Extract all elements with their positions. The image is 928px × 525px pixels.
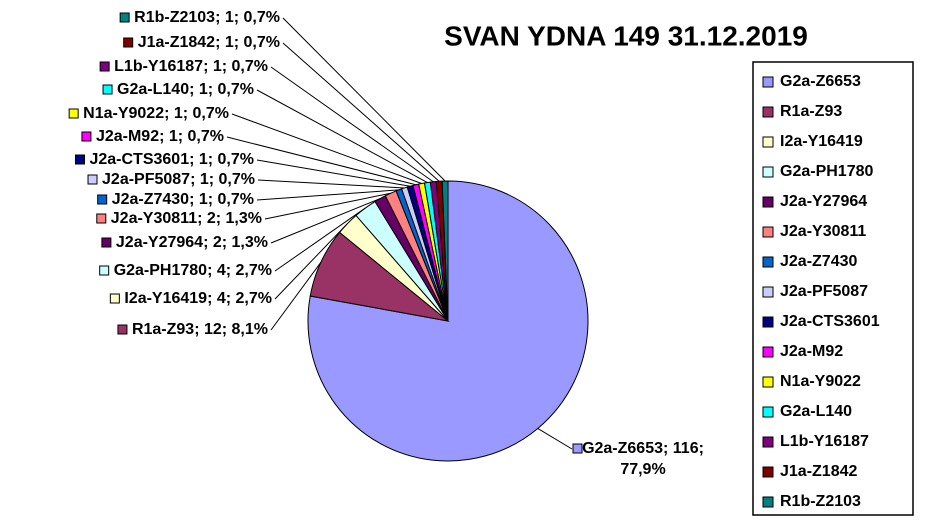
- legend-swatch: [762, 136, 774, 148]
- slice-label: R1a-Z93; 12; 8,1%: [132, 321, 268, 338]
- label-swatch: [74, 154, 85, 165]
- label-swatch: [87, 174, 98, 185]
- label-swatch: [81, 131, 92, 142]
- legend-label: J2a-M92: [780, 343, 843, 360]
- label-swatch: [119, 12, 130, 23]
- legend-label: J2a-CTS3601: [780, 313, 880, 330]
- leader-line: [231, 113, 422, 184]
- label-swatch: [96, 213, 107, 224]
- leader-line: [270, 262, 322, 331]
- label-swatch: [101, 237, 112, 248]
- slice-label: G2a-Z6653; 116; 77,9%: [582, 440, 704, 478]
- legend-swatch: [762, 256, 774, 268]
- leader-line: [274, 207, 366, 272]
- chart-title: SVAN YDNA 149 31.12.2019: [444, 20, 808, 51]
- label-swatch: [68, 108, 79, 119]
- slice-label: G2a-PH1780; 4; 2,7%: [114, 262, 272, 279]
- leader-line: [270, 198, 381, 244]
- slice-label: J2a-M92; 1; 0,7%: [96, 128, 224, 145]
- slice-label: I2a-Y16419; 4; 2,7%: [124, 290, 272, 307]
- legend-swatch: [762, 346, 774, 358]
- label-swatch: [102, 84, 113, 95]
- legend-label: J2a-Y30811: [780, 223, 866, 240]
- slice-label: G2a-L140; 1; 0,7%: [117, 81, 254, 98]
- legend-swatch: [762, 76, 774, 88]
- slice-label: J1a-Z1842; 1; 0,7%: [138, 34, 280, 51]
- leader-line: [226, 136, 416, 186]
- legend-label: R1a-Z93: [780, 103, 842, 120]
- slice-label: L1b-Y16187; 1; 0,7%: [114, 58, 268, 75]
- label-swatch: [123, 37, 134, 48]
- leader-line: [282, 42, 440, 182]
- leader-line: [264, 192, 391, 220]
- slice-label: J2a-Y30811; 2; 1,3%: [111, 210, 262, 227]
- slice-label: J2a-CTS3601; 1; 0,7%: [89, 151, 254, 168]
- leader-line: [282, 17, 446, 182]
- label-swatch: [572, 443, 583, 454]
- slice-label: J2a-PF5087; 1; 0,7%: [102, 171, 255, 188]
- leader-line: [257, 179, 405, 189]
- legend-swatch: [762, 286, 774, 298]
- legend-swatch: [762, 316, 774, 328]
- leader-line: [256, 189, 399, 201]
- legend-label: R1b-Z2103: [780, 493, 861, 510]
- label-swatch: [117, 324, 128, 335]
- leader-line: [270, 66, 434, 183]
- legend-label: J2a-Z7430: [780, 253, 857, 270]
- leader-line: [256, 159, 411, 187]
- legend-box: [752, 61, 914, 516]
- legend-label: J1a-Z1842: [780, 463, 857, 480]
- legend-label: J2a-PF5087: [780, 283, 868, 300]
- legend-swatch: [762, 106, 774, 118]
- legend-label: J2a-Y27964: [780, 193, 867, 210]
- leader-line: [537, 428, 573, 450]
- leader-line: [274, 223, 348, 300]
- legend-swatch: [762, 196, 774, 208]
- legend-label: G2a-Z6653: [780, 73, 861, 90]
- leader-line: [256, 89, 428, 183]
- label-swatch: [99, 265, 110, 276]
- slice-label: R1b-Z2103; 1; 0,7%: [134, 9, 280, 26]
- legend-swatch: [762, 496, 774, 508]
- legend-swatch: [762, 226, 774, 238]
- legend-label: G2a-L140: [780, 403, 852, 420]
- legend-label: L1b-Y16187: [780, 433, 869, 450]
- label-swatch: [109, 293, 120, 304]
- legend-swatch: [762, 466, 774, 478]
- legend-swatch: [762, 166, 774, 178]
- legend-label: G2a-PH1780: [780, 163, 873, 180]
- slice-label: J2a-Y27964; 2; 1,3%: [116, 234, 268, 251]
- legend-label: N1a-Y9022: [780, 373, 861, 390]
- label-swatch: [97, 194, 108, 205]
- slice-label: J2a-Z7430; 1; 0,7%: [112, 191, 254, 208]
- legend-label: I2a-Y16419: [780, 133, 863, 150]
- slice-label: N1a-Y9022; 1; 0,7%: [83, 105, 229, 122]
- legend-swatch: [762, 376, 774, 388]
- label-swatch: [99, 61, 110, 72]
- legend-swatch: [762, 436, 774, 448]
- legend-swatch: [762, 406, 774, 418]
